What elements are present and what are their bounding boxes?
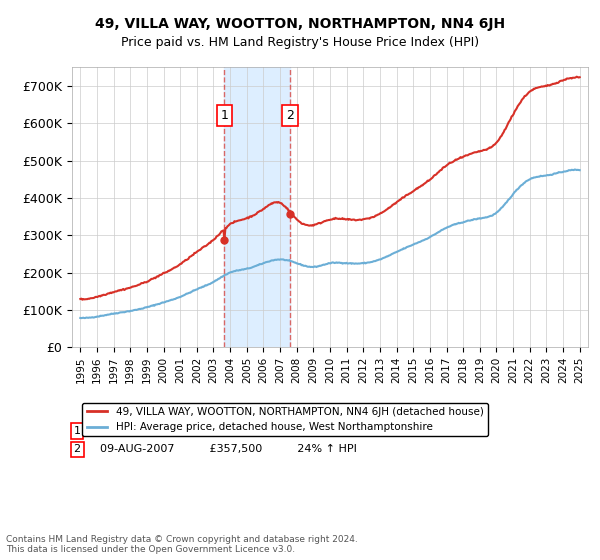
Text: 2: 2 [286, 109, 294, 122]
Text: 29-AUG-2003          £288,000          28% ↑ HPI: 29-AUG-2003 £288,000 28% ↑ HPI [92, 426, 357, 436]
Text: 1: 1 [221, 109, 229, 122]
Text: Contains HM Land Registry data © Crown copyright and database right 2024.
This d: Contains HM Land Registry data © Crown c… [6, 535, 358, 554]
Text: 49, VILLA WAY, WOOTTON, NORTHAMPTON, NN4 6JH: 49, VILLA WAY, WOOTTON, NORTHAMPTON, NN4… [95, 17, 505, 31]
Text: 1: 1 [74, 426, 80, 436]
Bar [224, 67, 290, 347]
Text: 09-AUG-2007          £357,500          24% ↑ HPI: 09-AUG-2007 £357,500 24% ↑ HPI [92, 445, 356, 454]
Legend: 49, VILLA WAY, WOOTTON, NORTHAMPTON, NN4 6JH (detached house), HPI: Average pric: 49, VILLA WAY, WOOTTON, NORTHAMPTON, NN4… [82, 403, 488, 436]
Title: 49, VILLA WAY, WOOTTON, NORTHAMPTON, NN4 6JH: 49, VILLA WAY, WOOTTON, NORTHAMPTON, NN4… [0, 559, 1, 560]
Text: Price paid vs. HM Land Registry's House Price Index (HPI): Price paid vs. HM Land Registry's House … [121, 36, 479, 49]
Text: 2: 2 [74, 445, 81, 454]
